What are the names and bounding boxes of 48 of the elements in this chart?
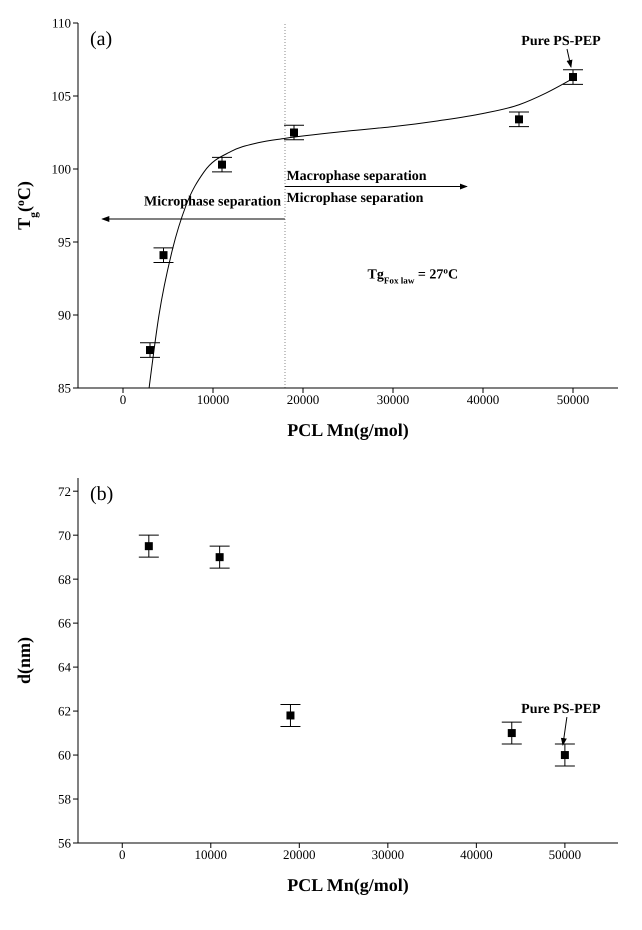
x-tick-label: 0 xyxy=(119,847,126,862)
y-tick-label: 95 xyxy=(58,234,71,250)
x-tick-label: 20000 xyxy=(286,392,320,408)
point xyxy=(560,751,569,760)
x-tick-label: 20000 xyxy=(283,847,316,862)
chart-title: (a) xyxy=(90,28,112,50)
y-tick-label: 105 xyxy=(52,88,71,104)
point xyxy=(146,346,154,354)
y-tick-label: 68 xyxy=(58,572,71,587)
y-tick-label: 72 xyxy=(58,484,71,499)
chart-title: (b) xyxy=(90,483,114,505)
y-tick-label: 85 xyxy=(58,380,71,396)
x-tick-label: 40000 xyxy=(466,392,500,408)
annotation: Microphase separation xyxy=(286,190,424,206)
x-tick-label: 40000 xyxy=(460,847,493,862)
annotation: Pure PS-PEP xyxy=(521,34,602,50)
annotation: Tg$_{Fox law}$ = 27$^{o}$C xyxy=(368,266,458,286)
point xyxy=(216,553,224,562)
y-tick-label: 70 xyxy=(58,528,71,543)
point xyxy=(160,251,168,260)
y-tick-label: 62 xyxy=(58,704,71,719)
y-tick-label: 56 xyxy=(58,836,72,851)
point xyxy=(515,115,523,124)
x-tick-label: 0 xyxy=(120,392,126,408)
y-tick-label: 64 xyxy=(58,660,72,675)
y-axis-title: d(nm) xyxy=(14,636,34,684)
x-tick-label: 30000 xyxy=(376,392,410,408)
y-tick-label: 110 xyxy=(52,16,71,31)
y-tick-label: 66 xyxy=(58,616,72,631)
point xyxy=(218,160,226,169)
x-tick-label: 50000 xyxy=(548,847,582,862)
x-tick-label: 10000 xyxy=(196,392,230,408)
y-tick-label: 90 xyxy=(58,308,71,323)
x-tick-label: 10000 xyxy=(194,847,228,862)
y-tick-label: 60 xyxy=(58,748,71,763)
point xyxy=(144,542,153,550)
point xyxy=(569,73,577,82)
point xyxy=(286,711,294,720)
annotation: Macrophase separation xyxy=(286,168,427,184)
y-tick-label: 100 xyxy=(52,162,71,177)
point xyxy=(508,729,516,738)
y-tick-label: 58 xyxy=(58,792,71,807)
x-tick-label: 30000 xyxy=(372,847,404,862)
x-tick-label: 50000 xyxy=(556,392,590,408)
x-axis-title: PCL Mn(g/mol) xyxy=(287,420,409,440)
x-axis-title: PCL Mn(g/mol) xyxy=(287,875,409,895)
annotation: Pure PS-PEP xyxy=(521,702,602,718)
point xyxy=(290,128,298,136)
